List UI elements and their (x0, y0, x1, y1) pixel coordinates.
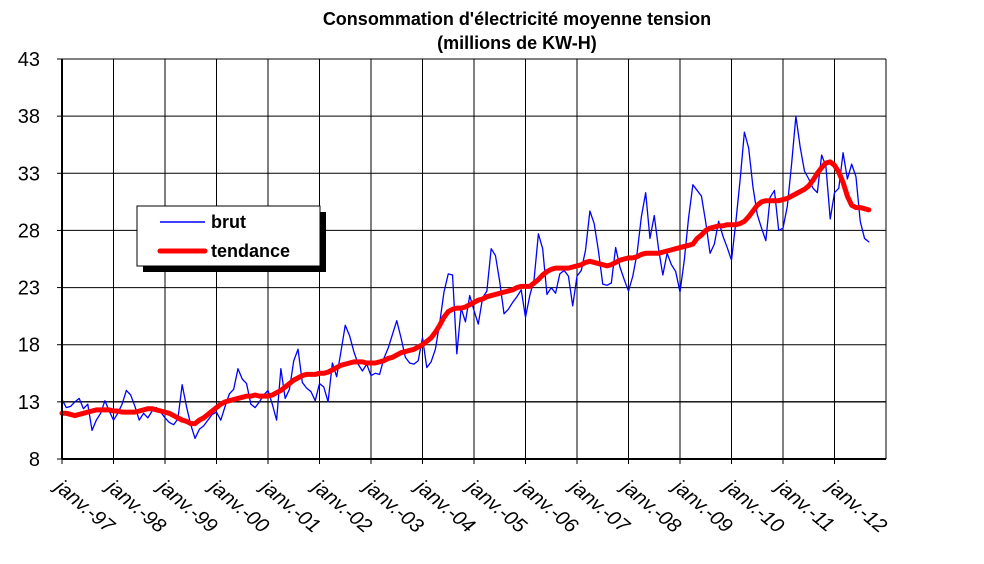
chart-title: Consommation d'électricité moyenne tensi… (323, 9, 711, 29)
y-tick-label: 18 (18, 335, 40, 357)
series-line-tendance (59, 159, 872, 427)
y-axis-ticks: 8 13 18 23 28 33 38 43 (18, 49, 62, 471)
legend: brut tendance (136, 205, 326, 272)
axes (61, 58, 887, 460)
y-tick-label: 13 (18, 392, 40, 414)
y-tick-label: 8 (29, 449, 40, 471)
chart-subtitle: (millions de KW-H) (437, 33, 597, 53)
series-group (59, 115, 872, 440)
y-tick-label: 43 (18, 49, 40, 71)
y-tick-label: 23 (18, 278, 40, 300)
y-tick-label: 33 (18, 163, 40, 185)
y-tick-label: 28 (18, 220, 40, 242)
legend-box (136, 205, 321, 267)
y-tick-label: 38 (18, 106, 40, 128)
series-line-brut (61, 115, 870, 440)
x-axis-ticks: janv.-97janv.-98janv.-99janv.-00janv.-01… (48, 459, 891, 538)
x-tick-label: janv.-97 (48, 474, 118, 538)
legend-label-tendance: tendance (211, 241, 290, 261)
legend-label-brut: brut (211, 212, 246, 232)
x-tick-label: janv.-12 (821, 474, 891, 538)
